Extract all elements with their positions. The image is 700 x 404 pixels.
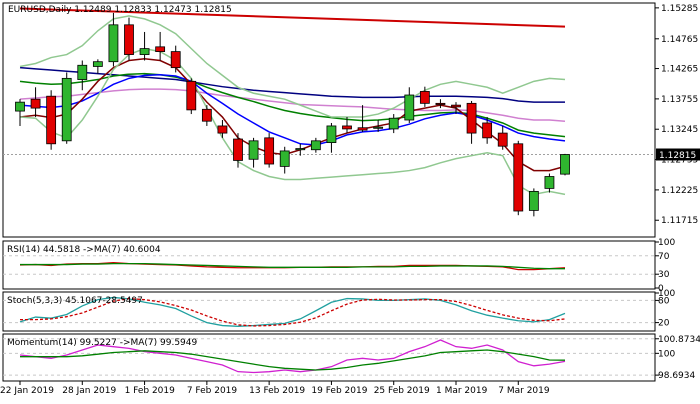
indicator-series-3-0 [19, 339, 566, 374]
indicator-line-0 [19, 7, 566, 28]
panel-frame-3 [2, 333, 656, 382]
indicator-line-7 [19, 15, 566, 118]
candle-body [139, 48, 150, 55]
candle-body [30, 98, 41, 109]
price-tick-label: 1.12735 [661, 156, 698, 166]
candle-body [388, 117, 399, 130]
x-tick-label: 28 Jan 2019 [62, 386, 116, 396]
candle-body [15, 101, 25, 112]
indicator-tick-label: 100.8734 [658, 335, 700, 345]
indicator-tick-label: 100 [658, 349, 675, 359]
price-tick-label: 1.14265 [661, 65, 698, 75]
indicator-series-3-1 [20, 349, 566, 371]
x-tick-label: 7 Feb 2019 [187, 386, 238, 396]
candle-body [217, 125, 228, 134]
candle-body [544, 176, 555, 189]
candle-body [124, 24, 134, 55]
candle-body [497, 132, 508, 147]
candle-body [279, 150, 290, 167]
x-tick-label: 13 Feb 2019 [249, 386, 305, 396]
panel-frame-1 [2, 240, 656, 290]
price-tick-label: 1.14765 [661, 35, 698, 45]
price-tick-label: 1.13755 [661, 95, 698, 105]
x-tick-label: 1 Feb 2019 [125, 386, 176, 396]
price-tick-label: 1.15285 [661, 4, 698, 14]
candle-body [528, 190, 539, 211]
candle-body [61, 77, 72, 142]
x-tick-label: 1 Mar 2019 [436, 386, 488, 396]
candle-body [108, 24, 119, 63]
candle-body [186, 80, 197, 111]
price-tick-label: 1.13245 [661, 125, 698, 135]
candle-body [295, 148, 306, 151]
candle-body [248, 140, 259, 160]
candle-body [435, 102, 446, 105]
candle-body [404, 94, 415, 121]
indicator-label: Stoch(5,3,3) 45.1067-28.5497 [7, 296, 143, 306]
chart-title: EURUSD,Daily 1.12489 1.12833 1.12473 1.1… [8, 5, 232, 15]
candle-body [419, 91, 430, 104]
indicator-tick-label: 30 [658, 270, 670, 280]
candle-body [264, 137, 275, 165]
indicator-label: Momentum(14) 99.5227 ->MA(7) 99.5949 [7, 338, 198, 348]
indicator-line-6 [19, 47, 566, 196]
candle-body [513, 143, 524, 212]
x-tick-label: 19 Feb 2019 [311, 386, 367, 396]
candle-body [482, 122, 493, 139]
candle-body [326, 125, 337, 144]
x-tick-label: 25 Feb 2019 [374, 386, 430, 396]
candle-body [560, 154, 570, 175]
candle-body [92, 61, 103, 67]
candle-body [233, 138, 243, 161]
indicator-series-1-1 [20, 262, 565, 270]
indicator-tick-label: 70 [658, 252, 670, 262]
candle-body [342, 125, 352, 130]
indicator-tick-label: 100 [658, 289, 675, 299]
candle-body [373, 126, 384, 129]
candle-body [310, 140, 321, 151]
candle-body [170, 51, 181, 69]
x-tick-label: 22 Jan 2019 [0, 386, 54, 396]
candle-body [46, 95, 57, 145]
candle-body [357, 127, 368, 131]
candle-body [451, 104, 461, 108]
x-tick-label: 7 Mar 2019 [498, 386, 550, 396]
candle-body [201, 108, 212, 122]
last-price-box [656, 148, 700, 161]
indicator-tick-label: 20 [658, 319, 670, 329]
indicator-tick-label: 100 [658, 238, 675, 248]
candle-body [466, 102, 477, 134]
indicator-series-2-1 [20, 297, 566, 327]
indicator-label: RSI(14) 44.5818 ->MA(7) 40.6004 [7, 245, 161, 255]
indicator-tick-label: 0 [658, 284, 664, 294]
candle-body [77, 64, 88, 80]
price-tick-label: 1.11715 [661, 216, 698, 226]
indicator-tick-label: 98.6934 [658, 371, 695, 381]
price-tick-label: 1.12225 [661, 186, 698, 196]
indicator-tick-label: 80 [658, 296, 670, 306]
last-price-label: 1.12815 [659, 151, 696, 161]
indicator-series-2-0 [19, 296, 566, 327]
candle-body [155, 46, 166, 52]
